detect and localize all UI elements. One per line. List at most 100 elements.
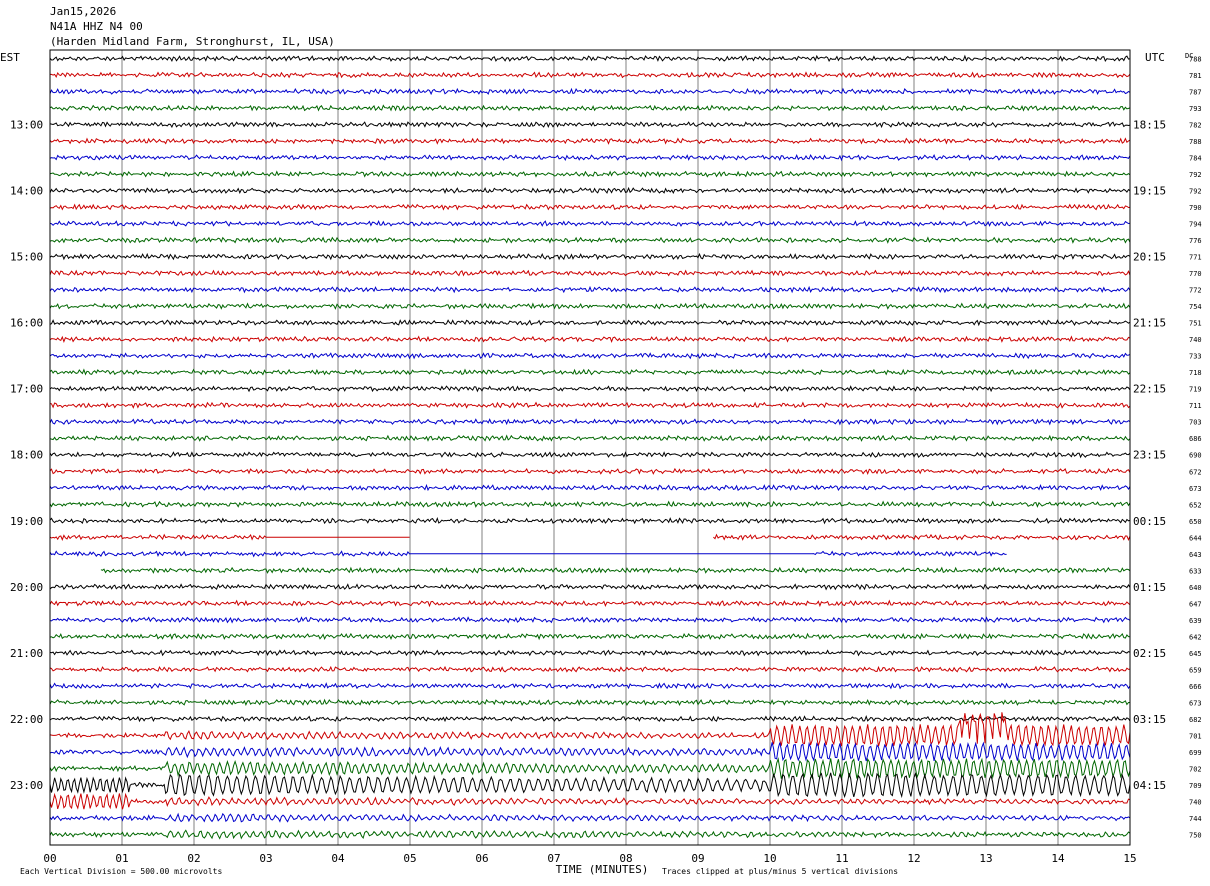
right-hour-label: 19:15: [1133, 185, 1166, 198]
right-hour-label: 23:15: [1133, 449, 1166, 462]
dc-value: 672: [1189, 468, 1202, 476]
trace-row-34: [49, 616, 1131, 624]
left-hour-label: 21:00: [10, 647, 43, 660]
plot-frame: [49, 49, 1131, 846]
trace-row-42: [49, 741, 1131, 762]
dc-value: 784: [1189, 155, 1202, 163]
trace-row-9: [49, 203, 1131, 211]
right-hour-label: 20:15: [1133, 251, 1166, 264]
dc-value: 647: [1189, 600, 1202, 608]
right-hour-label: 03:15: [1133, 713, 1166, 726]
trace-row-22: [49, 418, 1131, 426]
dc-value: 650: [1189, 518, 1202, 526]
x-tick-label: 13: [979, 852, 992, 865]
dc-value: 770: [1189, 270, 1202, 278]
x-tick-label: 08: [619, 852, 632, 865]
trace-row-7: [49, 170, 1131, 178]
trace-row-31: [100, 566, 1131, 574]
x-tick-label: 00: [43, 852, 56, 865]
trace-row-12: [49, 252, 1131, 261]
dc-value: 652: [1189, 501, 1202, 509]
dc-value: 772: [1189, 287, 1202, 295]
left-hour-label: 20:00: [10, 581, 43, 594]
trace-row-20: [49, 385, 1131, 393]
trace-row-17: [49, 335, 1131, 344]
seismic-traces: [49, 54, 1131, 840]
dc-value: 702: [1189, 765, 1202, 773]
dc-value: 792: [1189, 171, 1202, 179]
trace-row-0: [49, 54, 1131, 63]
trace-row-46: [49, 812, 1131, 823]
right-zone-label: UTC: [1145, 51, 1165, 64]
trace-row-28: [49, 516, 1131, 525]
dc-value: 733: [1189, 353, 1202, 361]
dc-value: 682: [1189, 716, 1202, 724]
x-axis-title: TIME (MINUTES): [556, 863, 649, 876]
dc-value: 673: [1189, 485, 1202, 493]
dc-value: 711: [1189, 402, 1202, 410]
dc-value: 793: [1189, 105, 1202, 113]
dc-value: 771: [1189, 254, 1202, 262]
trace-row-11: [49, 236, 1131, 244]
trace-row-35: [49, 632, 1131, 641]
dc-value: 740: [1189, 336, 1202, 344]
left-hour-label: 14:00: [10, 185, 43, 198]
x-axis-ticks: 00 01 02 03 04 05 06 07 08 09 10 11 12 13 14 15: [43, 852, 1136, 865]
dc-value: 782: [1189, 122, 1202, 130]
trace-row-8: [49, 186, 1131, 195]
dc-value: 719: [1189, 386, 1202, 394]
vertical-gridlines: [121, 50, 1059, 845]
trace-row-41: [49, 712, 1131, 747]
dc-value: 751: [1189, 320, 1202, 328]
trace-row-37: [49, 665, 1131, 673]
dc-value: 787: [1189, 89, 1202, 97]
trace-row-15: [49, 302, 1131, 310]
trace-row-29: [49, 533, 1131, 541]
trace-row-27: [49, 500, 1131, 508]
x-tick-label: 03: [259, 852, 272, 865]
trace-row-32: [49, 583, 1131, 591]
scale-note: Each Vertical Division = 500.00 microvol…: [20, 867, 222, 876]
dc-value: 792: [1189, 188, 1202, 196]
dc-value: 794: [1189, 221, 1202, 229]
trace-row-40: [49, 715, 1131, 723]
dc-value: 776: [1189, 237, 1202, 245]
right-hour-label: 01:15: [1133, 581, 1166, 594]
x-tick-label: 02: [187, 852, 200, 865]
trace-row-1: [50, 71, 1131, 79]
x-tick-label: 11: [835, 852, 848, 865]
dc-value-labels: 788 781 787 793 782 788 784 792 792 790 794 776 771 7…: [1189, 56, 1202, 840]
trace-row-25: [49, 467, 1131, 475]
dc-value: 754: [1189, 303, 1202, 311]
left-hour-label: 15:00: [10, 251, 43, 264]
right-hour-label: 21:15: [1133, 317, 1166, 330]
trace-row-13: [49, 269, 1131, 277]
trace-row-5: [49, 137, 1131, 145]
left-hour-label: 13:00: [10, 119, 43, 132]
x-tick-label: 07: [547, 852, 560, 865]
trace-row-38: [49, 682, 1131, 690]
left-hour-label: 16:00: [10, 317, 43, 330]
dc-value: 659: [1189, 666, 1202, 674]
trace-row-4: [49, 121, 1131, 129]
trace-row-19: [49, 368, 1131, 376]
dc-value: 690: [1189, 452, 1202, 460]
dc-value: 686: [1189, 435, 1202, 443]
left-hour-label: 23:00: [10, 779, 43, 792]
left-hour-label: 22:00: [10, 713, 43, 726]
trace-row-6: [49, 153, 1131, 162]
trace-row-14: [49, 285, 1131, 294]
dc-value: 790: [1189, 204, 1202, 212]
x-tick-label: 09: [691, 852, 704, 865]
dc-value: 703: [1189, 419, 1202, 427]
x-tick-label: 06: [475, 852, 488, 865]
left-hour-label: 17:00: [10, 383, 43, 396]
dc-value: 718: [1189, 369, 1202, 377]
clip-note: Traces clipped at plus/minus 5 vertical …: [662, 867, 898, 876]
header-station: N41A HHZ N4 00: [50, 20, 143, 33]
dc-value: 788: [1189, 138, 1202, 146]
trace-row-39: [49, 698, 1130, 707]
x-tick-label: 04: [331, 852, 345, 865]
x-tick-label: 14: [1051, 852, 1065, 865]
